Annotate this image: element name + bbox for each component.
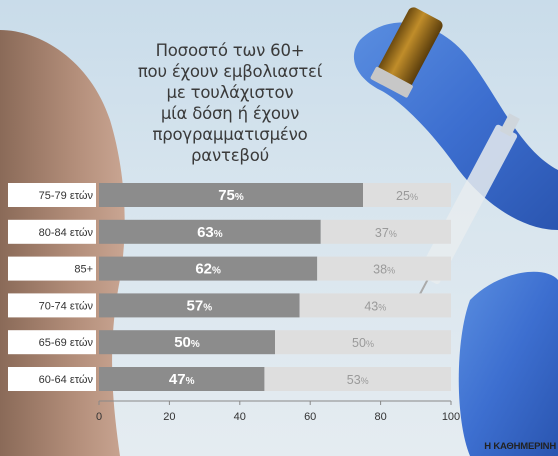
source-credit: Η ΚΑΘΗΜΕΡΙΝΗ xyxy=(484,441,556,452)
bar-remaining xyxy=(363,183,451,207)
value-label-vaccinated: 62% xyxy=(195,261,221,278)
category-label-box xyxy=(8,293,96,318)
category-label: 65-69 ετών xyxy=(39,337,94,349)
x-tick-label: 40 xyxy=(234,411,246,423)
value-label-vaccinated: 50% xyxy=(174,334,200,351)
bar-vaccinated xyxy=(99,219,321,244)
bar-vaccinated xyxy=(99,367,265,391)
category-label-box xyxy=(8,183,96,207)
bar-remaining xyxy=(264,367,451,391)
bar-remaining xyxy=(299,293,451,318)
x-tick-label: 0 xyxy=(96,411,102,423)
category-label: 85+ xyxy=(74,264,93,276)
value-label-remaining: 38% xyxy=(373,263,395,277)
category-label-box xyxy=(8,330,96,355)
value-label-remaining: 50% xyxy=(352,336,374,350)
value-label-remaining: 25% xyxy=(396,189,418,203)
glove-lower-shape xyxy=(458,271,558,456)
value-label-remaining: 37% xyxy=(375,226,397,240)
x-tick-label: 20 xyxy=(163,411,175,423)
bar-vaccinated xyxy=(99,183,363,207)
bar-remaining xyxy=(275,330,451,355)
x-tick-label: 100 xyxy=(442,411,460,423)
chart-title: Ποσοστό των 60+ που έχουν εμβολιαστεί με… xyxy=(137,41,323,165)
value-label-remaining: 43% xyxy=(364,299,386,313)
x-tick-label: 80 xyxy=(374,411,386,423)
value-label-vaccinated: 47% xyxy=(169,371,195,388)
value-label-vaccinated: 63% xyxy=(197,224,223,241)
bar-vaccinated xyxy=(99,293,300,318)
vial-shape xyxy=(370,7,443,98)
bar-remaining xyxy=(320,219,451,244)
category-label: 80-84 ετών xyxy=(39,227,94,239)
value-label-vaccinated: 57% xyxy=(187,297,213,314)
category-label-box xyxy=(8,367,96,391)
category-label-box xyxy=(8,219,96,244)
value-label-vaccinated: 75% xyxy=(218,187,244,204)
bar-vaccinated xyxy=(99,330,275,355)
bar-vaccinated xyxy=(99,256,318,281)
category-label-box xyxy=(8,256,96,281)
category-label: 75-79 ετών xyxy=(39,190,94,202)
category-label: 70-74 ετών xyxy=(39,300,94,312)
category-label: 60-64 ετών xyxy=(39,374,94,386)
value-label-remaining: 53% xyxy=(347,373,369,387)
x-tick-label: 60 xyxy=(304,411,316,423)
bar-remaining xyxy=(317,256,451,281)
